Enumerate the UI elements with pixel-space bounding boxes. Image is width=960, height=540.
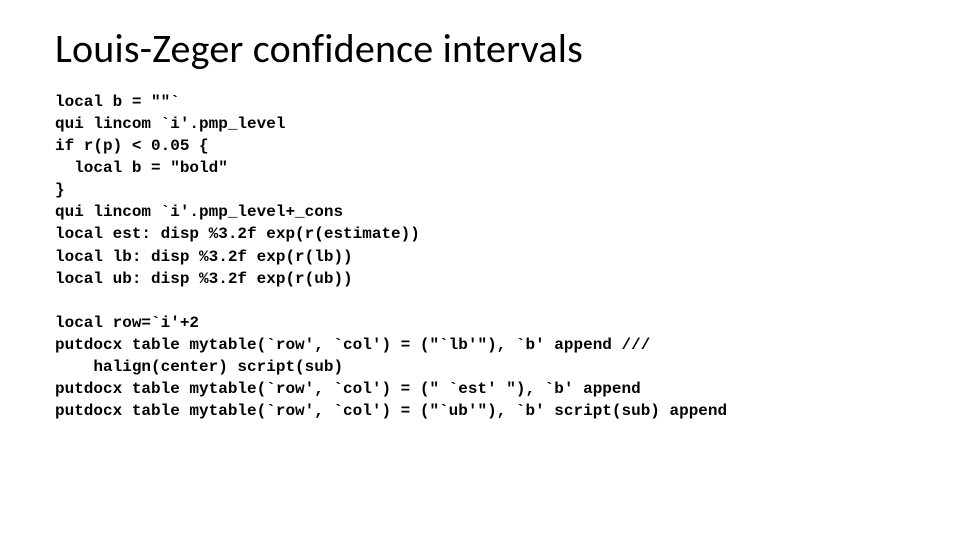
code-block: local b = ""` qui lincom `i'.pmp_level i…	[55, 91, 920, 422]
slide-title: Louis-Zeger confidence intervals	[55, 24, 920, 73]
slide: Louis-Zeger confidence intervals local b…	[0, 0, 960, 540]
